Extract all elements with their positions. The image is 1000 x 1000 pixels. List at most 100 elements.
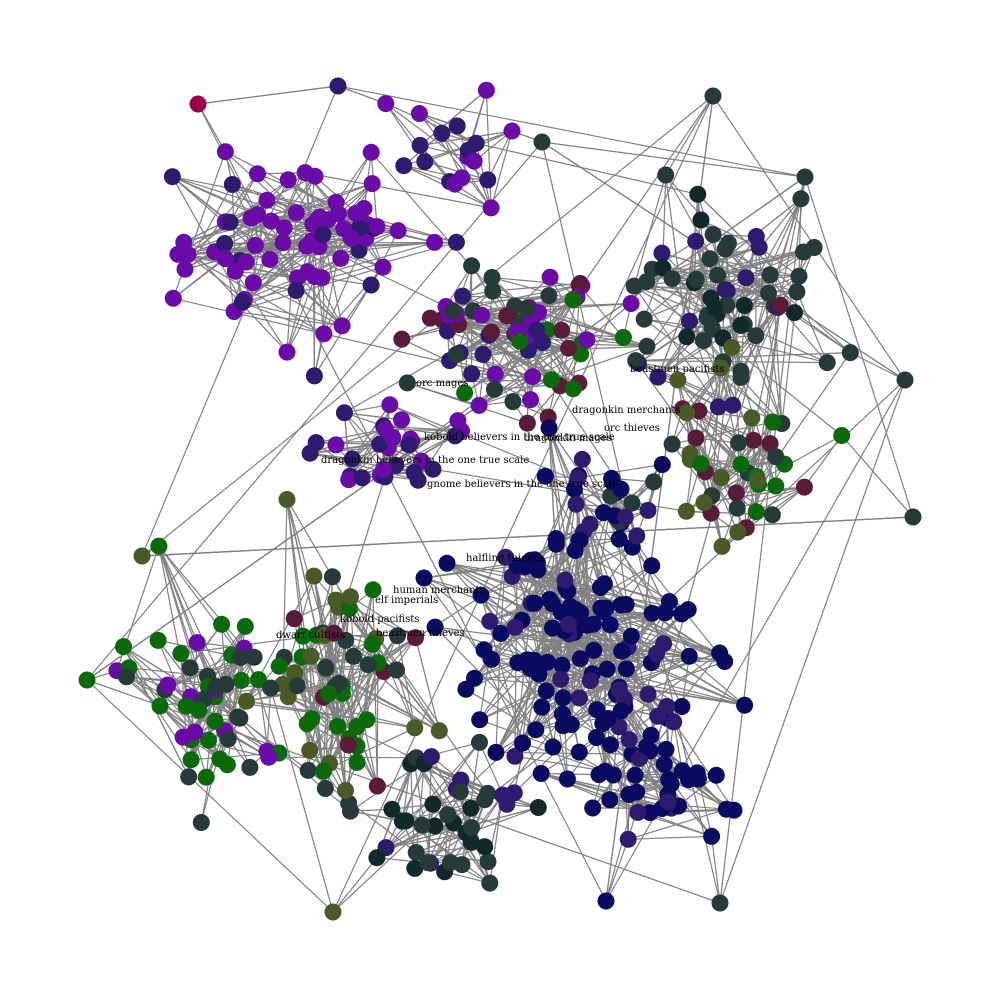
graph-node <box>400 436 418 454</box>
graph-node <box>337 782 354 799</box>
graph-node <box>164 289 182 307</box>
graph-edge <box>581 95 714 287</box>
graph-edge <box>540 772 639 813</box>
graph-edge <box>296 685 347 791</box>
graph-node <box>246 236 264 254</box>
graph-node <box>796 168 814 186</box>
graph-node <box>287 204 305 222</box>
graph-edge <box>514 603 532 757</box>
graph-node <box>447 346 465 363</box>
graph-edge <box>490 130 513 209</box>
graph-node <box>317 658 335 676</box>
graph-edge <box>86 679 334 913</box>
graph-node <box>677 502 695 520</box>
graph-edge <box>282 684 350 804</box>
graph-edge <box>141 516 914 557</box>
graph-node <box>188 634 206 652</box>
graph-node <box>398 374 416 392</box>
graph-node <box>494 786 512 804</box>
graph-node <box>527 721 545 739</box>
label-dragonkin-believers: dragonkin believers in the one true scal… <box>321 455 529 466</box>
graph-node <box>278 343 296 361</box>
graph-node <box>619 830 637 848</box>
graph-node <box>463 257 481 275</box>
graph-node <box>737 269 755 287</box>
graph-edge <box>344 412 402 421</box>
graph-node <box>226 262 244 280</box>
graph-node <box>896 371 914 389</box>
graph-edge <box>665 174 828 363</box>
graph-node <box>393 330 411 348</box>
graph-edge <box>841 435 914 518</box>
graph-node <box>395 157 413 175</box>
graph-node <box>388 661 405 679</box>
graph-node <box>389 627 406 645</box>
graph-node <box>655 755 673 773</box>
graph-node <box>200 731 217 749</box>
graph-node <box>553 656 571 674</box>
graph-node <box>309 210 327 228</box>
graph-node <box>648 645 666 663</box>
graph-node <box>645 473 663 491</box>
graph-node <box>339 736 357 754</box>
graph-node <box>537 682 555 700</box>
graph-edge <box>575 565 652 611</box>
graph-node <box>314 762 332 780</box>
graph-node <box>547 530 565 548</box>
graph-node <box>613 642 631 660</box>
graph-node <box>359 656 377 674</box>
graph-node <box>518 300 536 317</box>
graph-node <box>749 471 767 489</box>
graph-node <box>217 675 235 693</box>
graph-node <box>424 795 442 813</box>
graph-edge <box>286 499 313 719</box>
graph-node <box>709 266 727 284</box>
graph-node <box>687 270 705 288</box>
graph-edge <box>698 304 781 412</box>
graph-node <box>571 531 589 549</box>
graph-node <box>448 117 466 135</box>
graph-edge <box>495 347 569 375</box>
graph-node <box>278 491 296 508</box>
graph-edge <box>711 836 721 904</box>
graph-node <box>476 791 494 809</box>
graph-node <box>620 786 638 803</box>
graph-node <box>724 396 742 414</box>
graph-node <box>371 435 389 453</box>
graph-node <box>573 450 591 468</box>
graph-edge <box>418 113 492 209</box>
graph-node <box>533 334 551 351</box>
graph-edge <box>286 499 333 578</box>
graph-edge <box>564 579 622 606</box>
graph-edge <box>544 475 581 541</box>
graph-node <box>419 854 437 872</box>
graph-node <box>658 698 676 715</box>
graph-node <box>462 799 480 817</box>
graph-node <box>177 697 195 715</box>
graph-edge <box>234 270 288 353</box>
graph-edge <box>586 303 632 341</box>
graph-node <box>482 199 500 217</box>
graph-node <box>592 578 609 596</box>
graph-edge <box>646 281 704 342</box>
graph-node <box>362 143 380 161</box>
graph-node <box>730 434 747 452</box>
graph-node <box>681 312 698 330</box>
graph-edge <box>313 575 397 671</box>
graph-node <box>711 894 729 912</box>
graph-node <box>353 469 371 487</box>
graph-edge <box>187 253 325 335</box>
graph-node <box>327 436 345 454</box>
graph-node <box>529 799 547 816</box>
graph-edge <box>323 727 416 772</box>
label-kobold-pacifists: kobold pacifists <box>340 614 419 625</box>
graph-edge <box>449 360 561 387</box>
graph-node <box>635 310 653 328</box>
graph-edge <box>722 198 802 339</box>
graph-node <box>262 679 280 697</box>
graph-node <box>728 499 746 517</box>
graph-node <box>692 455 710 473</box>
graph-node <box>511 332 529 350</box>
graph-node <box>601 791 619 809</box>
graph-node <box>669 371 687 389</box>
